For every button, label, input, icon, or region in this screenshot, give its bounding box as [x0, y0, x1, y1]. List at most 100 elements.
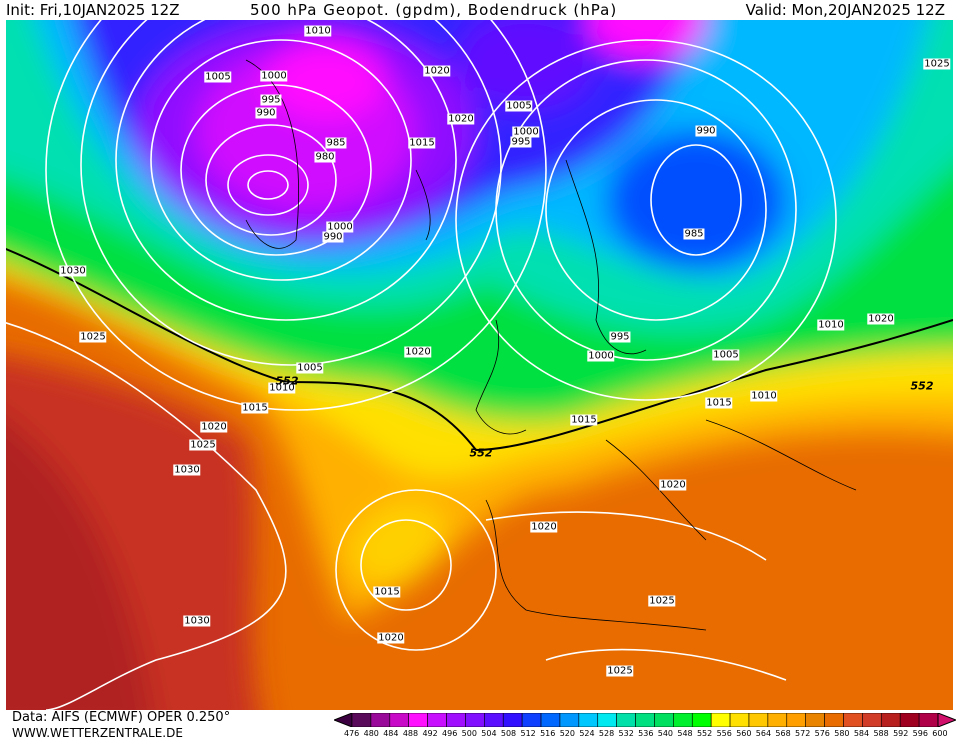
colorbar-tick: 540: [657, 729, 674, 738]
isobar-label: 985: [683, 228, 705, 240]
colorbar-swatch: [559, 713, 580, 727]
isobar-label: 995: [609, 331, 631, 343]
colorbar-tick: 536: [638, 729, 654, 738]
colorbar-tick: 524: [579, 729, 595, 738]
colorbar-tick: 516: [540, 729, 556, 738]
colorbar-swatch: [446, 713, 466, 727]
isobar-label: 980: [314, 151, 336, 163]
colorbar-swatch: [862, 713, 882, 727]
colorbar-swatch: [635, 713, 655, 727]
isobar-label: 1015: [408, 137, 436, 149]
isobar-label: 1020: [200, 421, 228, 433]
isobar-label: 1000: [512, 126, 540, 138]
isobar-label: 1010: [268, 382, 296, 394]
isobar-label: 1025: [606, 665, 634, 677]
colorbar-tick: 564: [755, 729, 772, 738]
isobar-label: 1025: [648, 595, 676, 607]
colorbar-swatch: [351, 713, 372, 727]
colorbar-tick: 600: [932, 729, 948, 738]
colorbar-tick: 476: [344, 729, 360, 738]
isobar-label: 1020: [447, 113, 475, 125]
colorbar-tick: 496: [442, 729, 458, 738]
isobar-label: 1000: [587, 350, 615, 362]
colorbar-swatch: [370, 713, 391, 727]
isobar-label: 1010: [304, 25, 332, 37]
isobar-label: 1010: [750, 390, 778, 402]
isobar-label: 1015: [373, 586, 401, 598]
isobar-label: 1005: [204, 71, 232, 83]
colorbar-swatch: [710, 713, 731, 727]
colorbar-tick: 504: [481, 729, 497, 738]
colorbar-tick: 568: [775, 729, 791, 738]
isobar-label: 995: [510, 136, 532, 148]
colorbar-swatch: [427, 713, 447, 727]
data-source: Data: AIFS (ECMWF) OPER 0.250°: [12, 710, 231, 725]
colorbar-swatch: [786, 713, 806, 727]
isobars: [6, 20, 837, 710]
isobar-label: 995: [260, 94, 282, 106]
colorbar-swatch: [691, 713, 712, 727]
colorbar-swatch: [729, 713, 750, 727]
colorbar-swatch: [748, 713, 769, 727]
isobar-label: 1010: [817, 319, 845, 331]
colorbar-tick: 512: [520, 729, 536, 738]
isobar-label: 1025: [79, 331, 107, 343]
isobar-label: 1000: [326, 221, 354, 233]
isobar-label: 1030: [59, 265, 87, 277]
init-time: Init: Fri,10JAN2025 12Z: [6, 1, 180, 19]
isobar-label: 990: [695, 125, 717, 137]
isobar-label: 1025: [923, 58, 951, 70]
colorbar-swatch: [899, 713, 920, 727]
website: WWW.WETTERZENTRALE.DE: [12, 726, 183, 740]
colorbar-swatch: [540, 713, 561, 727]
isobar-label: 1030: [173, 464, 201, 476]
colorbar-tick: 588: [873, 729, 889, 738]
colorbar-swatch: [654, 713, 674, 727]
isobar-label: 1020: [659, 479, 687, 491]
colorbar-tick: 576: [814, 729, 830, 738]
colorbar-tick: 480: [363, 729, 379, 738]
colorbar-swatch: [767, 713, 788, 727]
colorbar-tick: 520: [559, 729, 575, 738]
isobar-label: 1015: [241, 402, 269, 414]
map-title: 500 hPa Geopot. (gpdm), Bodendruck (hPa): [250, 1, 618, 19]
geopotential-field: [6, 20, 953, 710]
isobar-label: 1000: [260, 70, 288, 82]
colorbar-swatch: [805, 713, 825, 727]
colorbar-swatch: [673, 713, 693, 727]
isobar-label: 1025: [189, 439, 217, 451]
isobar-label: 1020: [377, 632, 405, 644]
colorbar-swatch: [843, 713, 863, 727]
colorbar-swatch: [824, 713, 844, 727]
isobar-label: 1020: [423, 65, 451, 77]
colorbar: [334, 713, 956, 727]
colorbar-tick: 556: [716, 729, 732, 738]
colorbar-tick: 484: [383, 729, 399, 738]
isobar-label: 990: [322, 231, 344, 243]
geopot-label: 552: [910, 379, 934, 393]
colorbar-tick: 532: [618, 729, 634, 738]
colorbar-tick: 508: [500, 729, 517, 738]
isobar-label: 1030: [183, 615, 211, 627]
isobar-label: 985: [325, 137, 347, 149]
colorbar-swatch: [465, 713, 485, 727]
colorbar-swatch: [918, 713, 939, 727]
valid-time: Valid: Mon,20JAN2025 12Z: [745, 1, 945, 19]
colorbar-low-end: [334, 713, 353, 727]
colorbar-tick: 560: [736, 729, 752, 738]
colorbar-tick: 528: [598, 729, 615, 738]
colorbar-tick: 548: [677, 729, 693, 738]
geopot-label: 552: [469, 446, 493, 460]
colorbar-swatch: [597, 713, 617, 727]
colorbar-swatch: [484, 713, 504, 727]
isobar-label: 1005: [296, 362, 324, 374]
colorbar-swatch: [502, 713, 523, 727]
colorbar-tick: 584: [853, 729, 870, 738]
isobar-label: 1005: [712, 349, 740, 361]
isobar-label: 1020: [404, 346, 432, 358]
weather-map: 1010 1005 1000 995 990 985 980 1000 990 1020 1020 1…: [6, 20, 953, 710]
isobar-label: 1015: [705, 397, 733, 409]
colorbar-swatch: [521, 713, 542, 727]
geopot-label: 552: [275, 374, 299, 388]
coastlines: [245, 59, 857, 631]
